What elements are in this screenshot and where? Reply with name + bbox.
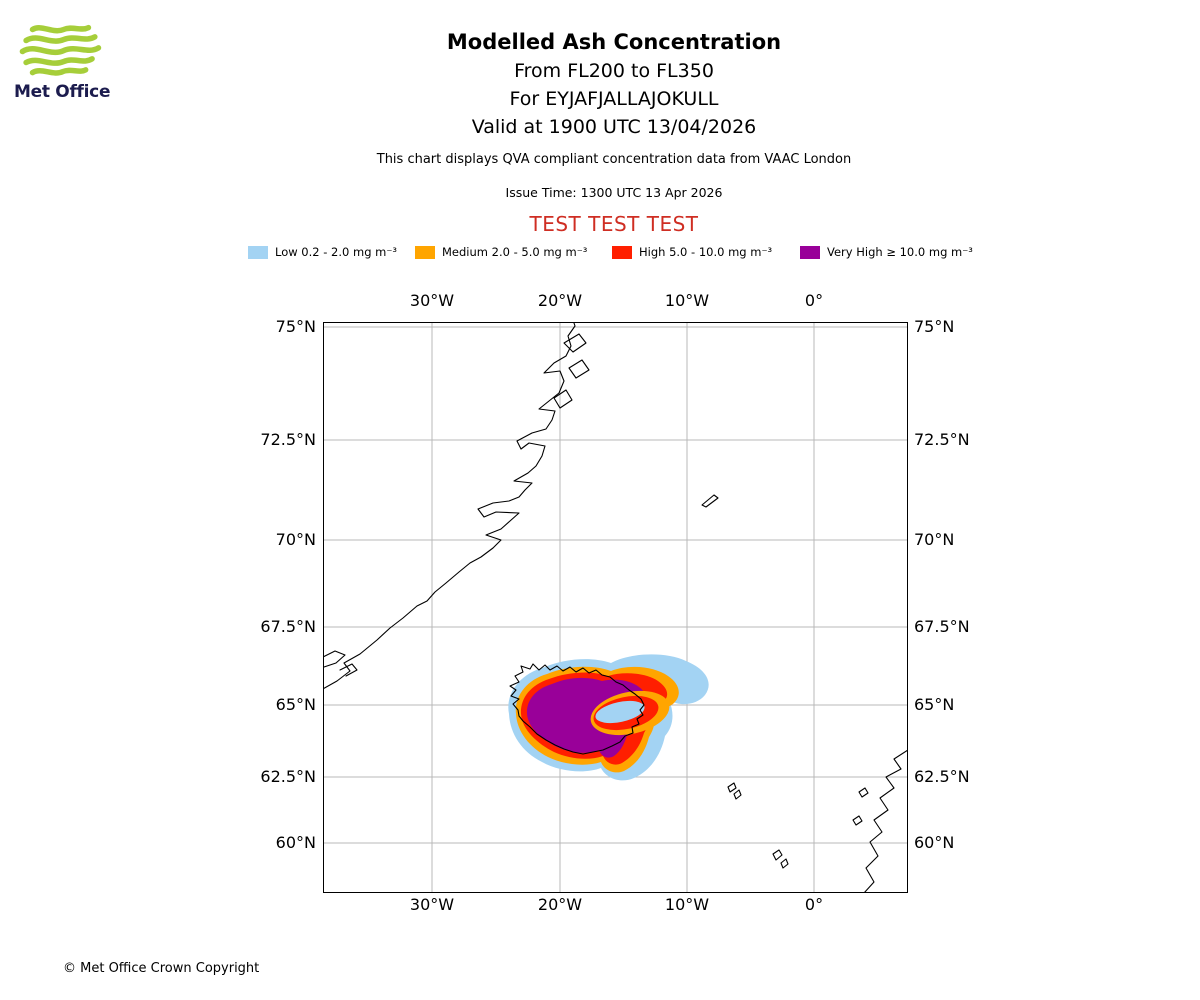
lat-tick-left-6: 60°N: [275, 833, 316, 852]
lat-tick-right-4: 65°N: [914, 695, 955, 714]
lon-tick-top-0: 30°W: [409, 291, 455, 310]
logo-waves-icon: [19, 24, 102, 76]
map-canvas: [323, 322, 908, 893]
page-title: Modelled Ash Concentration: [446, 30, 782, 54]
iceland-coastline: [509, 663, 645, 755]
ash-low-swirl: [595, 700, 645, 724]
legend-item-high: High 5.0 - 10.0 mg m⁻³: [612, 244, 772, 260]
legend-swatch-low: [248, 245, 268, 259]
grid-lines: [323, 322, 908, 893]
header: Modelled Ash Concentration From FL200 to…: [314, 30, 914, 236]
copyright-notice: © Met Office Crown Copyright: [63, 961, 260, 976]
lon-tick-bottom-1: 20°W: [537, 895, 583, 914]
legend-swatch-high: [612, 245, 632, 259]
lon-tick-top-2: 10°W: [664, 291, 710, 310]
met-office-logo: Met Office: [14, 24, 124, 102]
greenland-offshore-islands: [553, 333, 590, 409]
map-area: [323, 322, 908, 893]
lon-tick-top-1: 20°W: [537, 291, 583, 310]
qva-description: This chart displays QVA compliant concen…: [376, 152, 852, 167]
lat-tick-right-5: 62.5°N: [914, 767, 970, 786]
legend-item-veryhigh: Very High ≥ 10.0 mg m⁻³: [800, 244, 973, 260]
legend-label-veryhigh: Very High ≥ 10.0 mg m⁻³: [827, 245, 973, 259]
lon-tick-bottom-3: 0°: [804, 895, 824, 914]
legend-label-medium: Medium 2.0 - 5.0 mg m⁻³: [442, 245, 588, 259]
lat-tick-right-6: 60°N: [914, 833, 955, 852]
legend-label-high: High 5.0 - 10.0 mg m⁻³: [639, 245, 773, 259]
lon-tick-bottom-0: 30°W: [409, 895, 455, 914]
legend-swatch-veryhigh: [800, 245, 820, 259]
lat-tick-right-0: 75°N: [914, 317, 955, 336]
lat-tick-left-1: 72.5°N: [260, 430, 316, 449]
valid-time-subtitle: Valid at 1900 UTC 13/04/2026: [471, 116, 757, 138]
issue-time: Issue Time: 1300 UTC 13 Apr 2026: [505, 185, 723, 200]
lon-tick-top-3: 0°: [804, 291, 824, 310]
map-border: [323, 322, 908, 893]
lat-tick-left-5: 62.5°N: [260, 767, 316, 786]
volcano-subtitle: For EYJAFJALLAJOKULL: [509, 88, 719, 110]
lon-tick-bottom-2: 10°W: [664, 895, 710, 914]
legend-item-low: Low 0.2 - 2.0 mg m⁻³: [248, 244, 397, 260]
test-banner: TEST TEST TEST: [529, 212, 699, 236]
faroe-islands: [727, 782, 742, 800]
flight-levels-subtitle: From FL200 to FL350: [514, 60, 714, 82]
lat-tick-right-2: 70°N: [914, 530, 955, 549]
legend-label-low: Low 0.2 - 2.0 mg m⁻³: [275, 245, 398, 259]
lat-tick-right-3: 67.5°N: [914, 617, 970, 636]
legend-item-medium: Medium 2.0 - 5.0 mg m⁻³: [415, 244, 587, 260]
lat-tick-left-3: 67.5°N: [260, 617, 316, 636]
norway-offshore-islets: [852, 787, 869, 826]
lat-tick-left-4: 65°N: [275, 695, 316, 714]
greenland-coastline: [323, 322, 576, 690]
lat-tick-left-0: 75°N: [275, 317, 316, 336]
legend-swatch-medium: [415, 245, 435, 259]
west-edge-islets: [323, 650, 358, 677]
jan-mayen-island: [701, 494, 719, 508]
logo-text: Met Office: [14, 82, 111, 102]
norway-coastline: [863, 749, 908, 893]
shetland-islands: [772, 849, 789, 869]
lat-tick-right-1: 72.5°N: [914, 430, 970, 449]
lat-tick-left-2: 70°N: [275, 530, 316, 549]
